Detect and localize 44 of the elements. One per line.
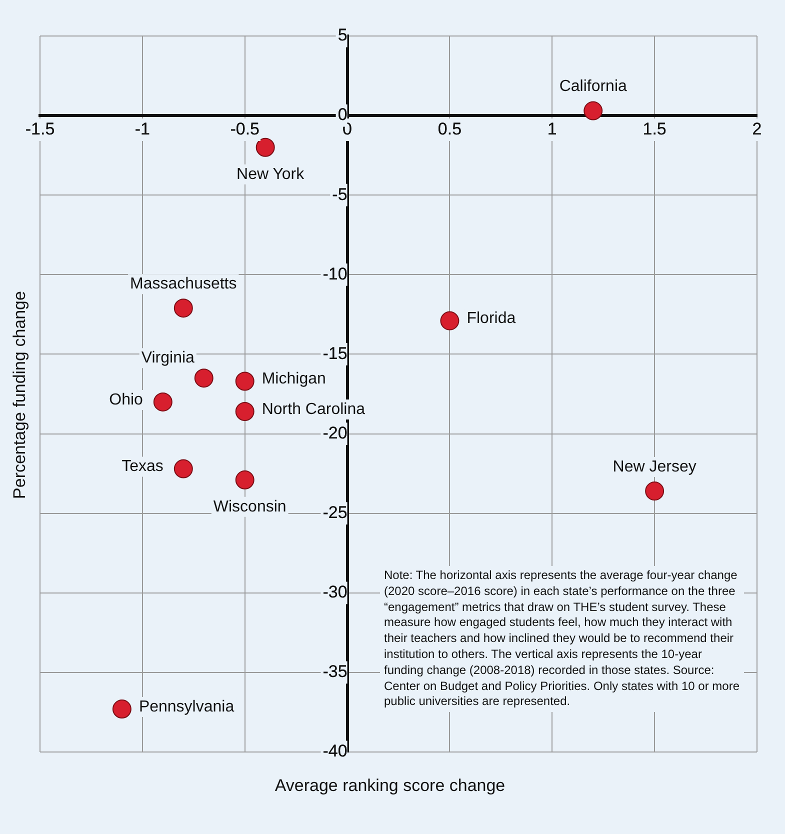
x-tick-label: -1 <box>134 119 150 138</box>
annotation: Michigan <box>262 370 326 388</box>
point <box>235 402 254 421</box>
annotation: North Carolina <box>262 400 366 418</box>
point <box>235 470 254 490</box>
x-tick-label: 2 <box>752 119 762 138</box>
x-tick-label: 0.5 <box>438 119 462 138</box>
x-tick-label: 1 <box>547 119 557 138</box>
point <box>584 101 603 120</box>
y-tick-label: -5 <box>332 184 348 204</box>
annotation: Ohio <box>109 391 144 408</box>
annotation: Pennsylvania <box>138 698 234 716</box>
point <box>256 138 275 157</box>
x-tick-label: -1.5 <box>25 119 55 138</box>
point <box>645 482 664 501</box>
y-tick-label: -40 <box>322 742 348 761</box>
annotation: Wisconsin <box>213 498 286 516</box>
y-tick-label: 0 <box>338 105 348 124</box>
point <box>194 368 214 388</box>
annotation: New Jersey <box>612 458 696 476</box>
annotation: Massachusetts <box>130 275 237 292</box>
text: Note: The horizontal axis represents the average four-year change (2020 score–2016 score) in each state’s performance on the three “engagement” metrics that draw on THE’s student survey. These measure how engaged students feel, how much they interact with their teachers and how inclined they would be to recommend their institution to others. The vertical axis represents the 10-year funding change (2008-2018) recorded in those states. Source: Center on Budget and Policy Priorities. Only states with 10 or more public universities are represented. <box>384 568 740 708</box>
x-axis-title: Average ranking score change <box>274 776 506 796</box>
point <box>235 372 254 391</box>
annotation: New York <box>236 166 306 183</box>
x-tick-label: -0.5 <box>230 119 260 138</box>
point <box>174 459 193 478</box>
annotation: Texas <box>122 458 164 476</box>
y-axis-title: Percentage funding change <box>10 291 30 499</box>
y-tick-label: -15 <box>322 344 348 363</box>
point <box>153 392 172 412</box>
annotation: Florida <box>466 310 516 328</box>
annotation: Virginia <box>141 349 195 366</box>
y-tick-label: 5 <box>338 26 348 45</box>
x-tick-label: 1.5 <box>642 119 666 138</box>
y-tick-label: -25 <box>322 503 348 522</box>
y-tick-label: -35 <box>322 662 348 682</box>
y-tick-label: -20 <box>322 423 348 442</box>
point <box>174 298 193 318</box>
point <box>440 311 460 330</box>
y-tick-label: -10 <box>322 264 348 284</box>
annotation: California <box>559 78 628 96</box>
y-tick-label: -30 <box>322 582 348 602</box>
point <box>112 700 132 719</box>
